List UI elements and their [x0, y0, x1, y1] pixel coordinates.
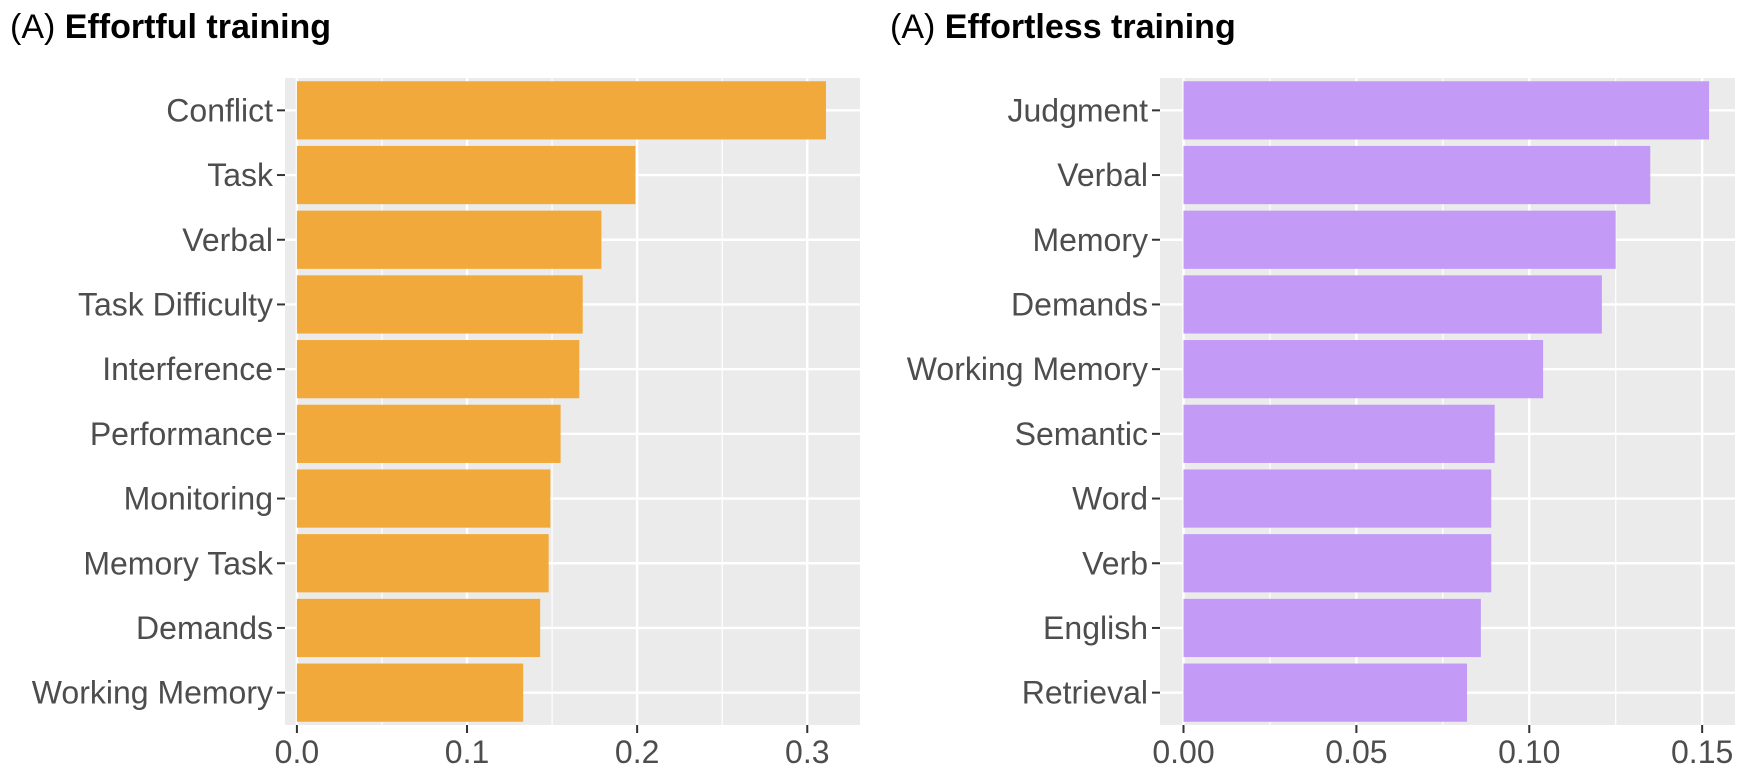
bar-demands: [296, 598, 541, 658]
bar-performance: [296, 404, 561, 463]
x-tick-label: 0.10: [1498, 734, 1560, 770]
bar-english: [1183, 598, 1481, 658]
bar-monitoring: [296, 469, 551, 528]
x-tick-label: 0.3: [785, 734, 829, 770]
category-label: Verbal: [1057, 157, 1148, 193]
bar-verbal: [1183, 145, 1651, 205]
category-label: Memory Task: [83, 545, 274, 581]
title-prefix: (A): [10, 8, 56, 46]
category-label: Conflict: [166, 92, 273, 128]
bar-semantic: [1183, 404, 1495, 463]
bar-working-memory: [1183, 340, 1544, 399]
x-tick-label: 0.05: [1325, 734, 1387, 770]
category-label: Task Difficulty: [78, 286, 273, 322]
category-label: Task: [207, 157, 274, 193]
bar-task-difficulty: [296, 275, 583, 334]
category-label: Memory: [1032, 222, 1148, 258]
chart-title-effortless: (A) Effortless training: [890, 8, 1236, 47]
category-label: Retrieval: [1022, 675, 1148, 711]
bar-word: [1183, 469, 1492, 528]
title-text: Effortful training: [64, 8, 332, 46]
category-label: Word: [1072, 481, 1148, 517]
category-label: Demands: [1011, 286, 1148, 322]
category-label: Working Memory: [907, 351, 1148, 387]
bar-conflict: [296, 81, 826, 140]
x-tick-label: 0.00: [1152, 734, 1214, 770]
title-prefix: (A): [890, 8, 936, 46]
category-label: Monitoring: [124, 481, 273, 517]
x-tick-label: 0.2: [615, 734, 659, 770]
bar-memory-task: [296, 534, 549, 593]
category-label: Verb: [1082, 545, 1148, 581]
category-label: Semantic: [1015, 416, 1148, 452]
bar-working-memory: [296, 663, 524, 722]
x-tick-label: 0.1: [445, 734, 489, 770]
x-tick-label: 0.0: [275, 734, 319, 770]
bar-memory: [1183, 210, 1616, 269]
category-label: Working Memory: [32, 675, 273, 711]
category-label: Verbal: [182, 222, 273, 258]
x-tick-label: 0.15: [1671, 734, 1733, 770]
chart-panel-1: Conflict Task Verbal Task Difficulty Interfe…: [32, 78, 860, 770]
category-label: Performance: [90, 416, 273, 452]
category-label: Demands: [136, 610, 273, 646]
category-label: Judgment: [1007, 92, 1148, 128]
bar-verbal: [296, 210, 602, 269]
bar-demands: [1183, 275, 1602, 334]
chart-title-effortful: (A) Effortful training: [10, 8, 331, 47]
bar-retrieval: [1183, 663, 1468, 722]
bar-judgment: [1183, 81, 1710, 140]
category-label: English: [1043, 610, 1148, 646]
category-label: Interference: [102, 351, 273, 387]
bar-verb: [1183, 534, 1492, 593]
title-text: Effortless training: [944, 8, 1236, 46]
chart-panel-2: Judgment Verbal Memory Demands Working Memor…: [907, 78, 1735, 770]
bar-task: [296, 145, 636, 205]
bar-interference: [296, 340, 580, 399]
